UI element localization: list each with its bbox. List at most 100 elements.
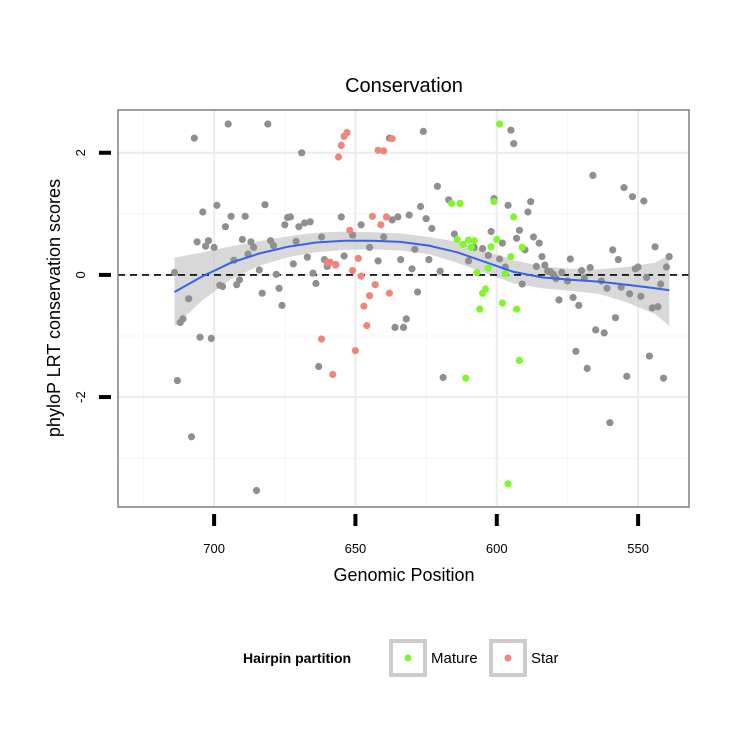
legend-key-star [489,639,527,677]
point-mature [470,237,478,245]
point-other [507,126,515,134]
point-other [637,292,645,300]
point-star [334,153,343,161]
point-star [360,302,368,310]
point-other [640,197,648,205]
point-mature [513,305,521,313]
smooth-trend-line [174,239,670,293]
point-other [657,280,665,288]
point-other [535,239,543,247]
point-other [617,283,625,291]
point-other [541,261,549,269]
point-other [199,208,207,216]
point-other [620,184,628,192]
point-other [190,134,198,142]
point-other [527,198,535,206]
point-mature [493,235,501,244]
point-other [464,257,473,265]
point-mature [456,199,464,207]
point-other [394,213,402,221]
point-other [388,216,396,224]
point-other [281,221,289,229]
point-other [193,238,201,246]
point-other [513,234,521,242]
point-star [337,141,345,149]
point-other [207,334,215,342]
point-mature [518,243,526,251]
point-other [425,256,433,264]
x-tick-label: 600 [486,541,508,556]
point-other [295,223,303,231]
point-other [213,201,221,209]
point-star [343,129,351,137]
point-other [380,233,388,241]
point-other [261,201,269,209]
point-other [301,219,309,227]
point-other [518,280,526,288]
point-star [374,146,382,154]
legend-title: Hairpin partition [243,650,351,666]
point-mature [481,285,490,293]
legend-label-mature: Mature [431,650,478,667]
point-mature [507,253,515,261]
point-mature [459,240,467,248]
confidence-band-layer [174,231,670,327]
point-other [524,208,532,216]
point-other [173,377,181,385]
point-other [504,201,512,209]
point-other [436,267,444,275]
point-mature [504,480,512,488]
point-other [221,223,229,231]
point-star [332,261,340,269]
point-other [278,301,286,309]
chart-title: Conservation [345,75,463,97]
point-other [626,290,634,298]
point-other [628,193,637,201]
point-mature [501,270,509,278]
point-other [275,284,283,292]
point-other [303,253,311,261]
point-other [569,293,577,302]
point-other [484,251,492,259]
point-other [309,269,317,277]
confidence-band [174,231,670,327]
point-mature [487,243,495,251]
point-other [224,120,232,128]
point-mature [467,243,475,251]
y-tick-label: 0 [73,271,88,278]
point-other [566,255,574,263]
plot-panel-border [117,109,690,508]
point-other [204,237,213,245]
point-other [298,149,306,157]
point-other [558,268,566,277]
point-other [450,230,458,238]
point-other [572,347,580,355]
point-other [662,263,671,271]
smooth-line-layer [174,239,670,293]
point-other [651,243,659,251]
point-other [634,263,642,271]
point-other [496,255,504,263]
point-other [422,215,430,223]
point-other [241,212,249,220]
point-other [665,253,673,261]
point-star [349,267,357,275]
point-star [388,135,396,143]
legend-dot-star [504,654,512,662]
point-star [326,258,334,266]
point-other [479,245,487,253]
point-other [187,433,196,441]
point-mature [448,199,456,207]
point-other [510,140,518,148]
point-star [351,347,359,355]
point-other [614,256,622,264]
point-other [357,221,365,229]
point-other [202,242,210,250]
legend-item-mature: Mature [389,639,478,677]
point-other [538,253,546,261]
point-other [250,243,258,251]
point-other [645,352,654,360]
point-other [433,182,441,190]
